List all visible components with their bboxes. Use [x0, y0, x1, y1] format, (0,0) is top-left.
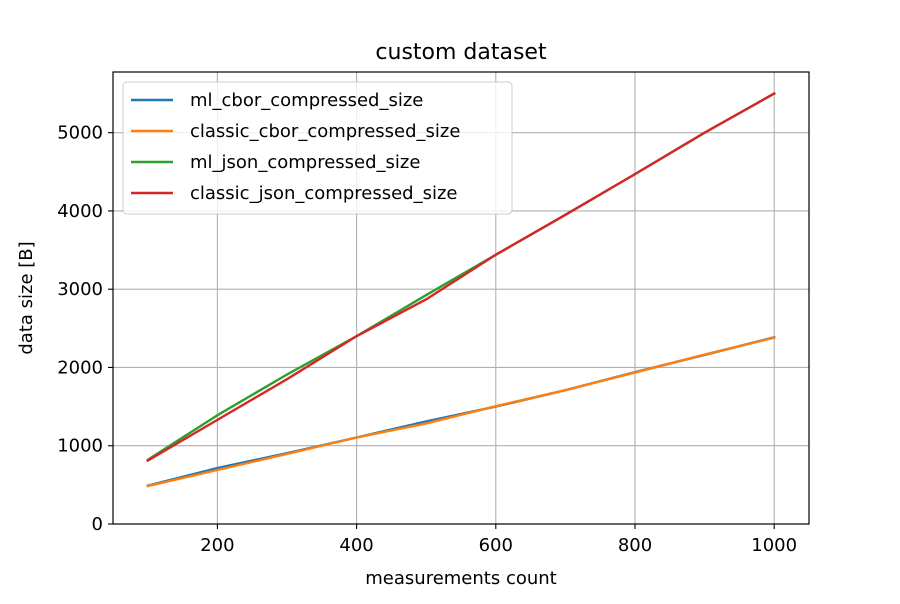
legend-label: classic_cbor_compressed_size: [190, 121, 460, 142]
y-tick-label: 1000: [57, 436, 103, 457]
x-tick-label: 200: [200, 535, 234, 556]
chart-title: custom dataset: [375, 40, 547, 65]
legend: ml_cbor_compressed_size classic_cbor_comp…: [122, 81, 513, 215]
x-tick-label: 800: [618, 535, 652, 556]
y-tick-label: 5000: [57, 123, 103, 144]
x-tick-label: 1000: [751, 535, 797, 556]
y-tick-label: 2000: [57, 357, 103, 378]
axis-ticks: 200 400 600 800 1000 0 1000 2000 3000 4000 5000: [57, 123, 797, 556]
y-tick-label: 4000: [57, 201, 103, 222]
y-tick-label: 0: [92, 514, 103, 535]
y-tick-label: 3000: [57, 279, 103, 300]
plot-frame: [112, 71, 810, 525]
series-line-classic-cbor-compressed-size: [146, 336, 776, 488]
legend-label: ml_cbor_compressed_size: [190, 90, 423, 111]
series-line-classic-json-compressed-size: [146, 91, 776, 463]
series-lines: [146, 91, 776, 488]
legend-box: [122, 81, 513, 215]
y-axis-label: data size [B]: [16, 241, 37, 354]
x-tick-label: 400: [339, 535, 373, 556]
legend-label: ml_json_compressed_size: [190, 152, 420, 173]
x-axis-label: measurements count: [365, 568, 556, 589]
x-tick-label: 600: [479, 535, 513, 556]
legend-label: classic_json_compressed_size: [190, 183, 458, 204]
